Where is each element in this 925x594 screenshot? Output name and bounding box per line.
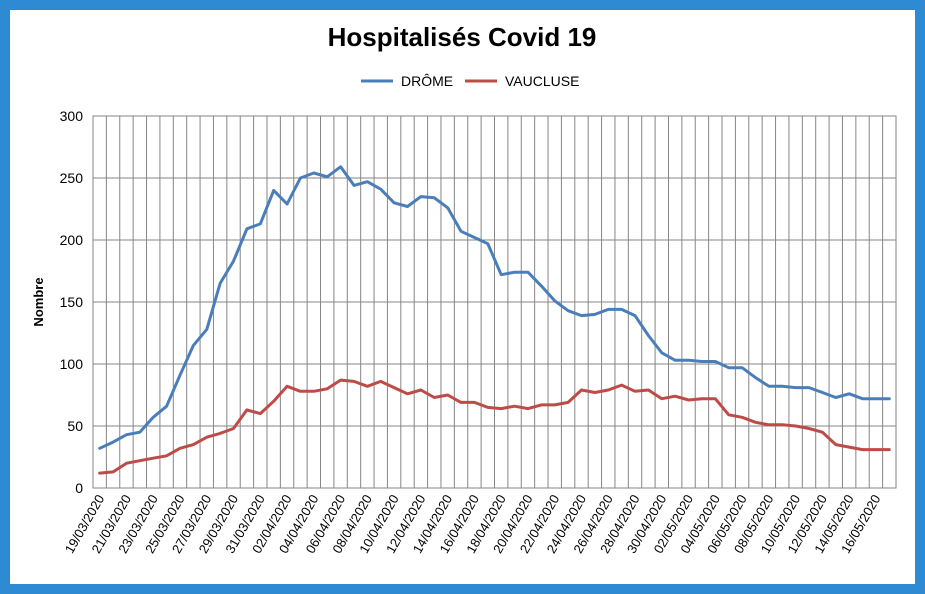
legend: DRÔME VAUCLUSE: [361, 73, 579, 89]
series-line-1: [98, 165, 891, 450]
chart-title: Hospitalisés Covid 19: [328, 22, 597, 52]
y-tick-label: 100: [60, 356, 84, 372]
series-lines: [98, 165, 891, 475]
legend-label-1: DRÔME: [401, 73, 453, 89]
legend-label-2: VAUCLUSE: [505, 73, 579, 89]
y-axis-label: Nombre: [31, 277, 46, 326]
y-tick-label: 0: [75, 480, 83, 496]
y-axis-ticks: 0 50 100 150 200 250 300: [60, 108, 84, 496]
y-tick-label: 150: [60, 294, 84, 310]
x-axis-ticks: 19/03/202021/03/202023/03/202025/03/2020…: [62, 492, 884, 556]
y-tick-label: 200: [60, 232, 84, 248]
y-tick-label: 50: [67, 418, 83, 434]
y-tick-label: 300: [60, 108, 84, 124]
y-tick-label: 250: [60, 170, 84, 186]
line-chart: Hospitalisés Covid 19 DRÔME VAUCLUSE 0 50 1…: [31, 22, 897, 556]
chart-frame: Hospitalisés Covid 19 DRÔME VAUCLUSE 0 50 1…: [10, 10, 915, 584]
series-line-2: [98, 378, 891, 475]
gridlines: [93, 115, 896, 489]
